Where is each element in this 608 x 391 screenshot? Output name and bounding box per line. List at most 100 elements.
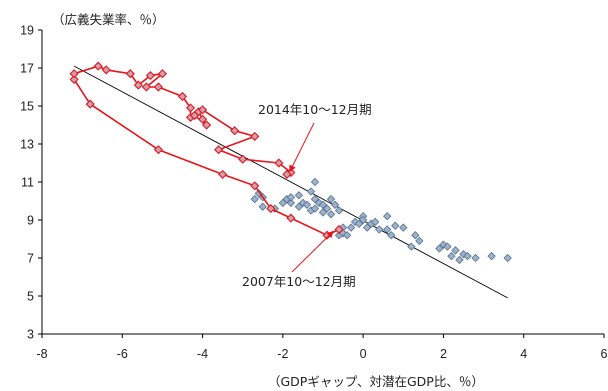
path-point: [250, 181, 260, 191]
scatter-point: [407, 242, 416, 251]
y-tick-label: 9: [27, 214, 34, 228]
scatter-point: [455, 255, 464, 265]
path-point: [214, 145, 224, 155]
scatter-point: [346, 223, 356, 232]
y-tick-label: 11: [21, 176, 34, 190]
path-point: [230, 126, 240, 136]
scatter-point: [399, 223, 408, 232]
x-tick-label: 6: [601, 347, 608, 361]
scatter-point: [358, 215, 368, 225]
scatter-point: [310, 204, 320, 213]
scatter-point: [326, 194, 336, 204]
scatter-point: [302, 200, 312, 209]
scatter-point: [362, 223, 372, 232]
path-point: [153, 82, 163, 92]
path-point: [93, 61, 103, 71]
ticks: 3 5 7 9 11 13 15 17 19 -8 -6 -4 -2 0 2 4 6: [20, 24, 607, 362]
scatter-point: [354, 219, 364, 228]
scatter-point: [375, 225, 384, 234]
scatter-point: [294, 202, 304, 211]
path-point: [286, 213, 296, 223]
path-point: [334, 224, 344, 235]
trend-line: [73, 65, 508, 299]
x-tick-label: 2: [440, 347, 447, 361]
x-axis-label: （GDPギャップ、対潜在GDP比、％）: [268, 374, 484, 389]
path-point: [189, 110, 200, 121]
path-point: [197, 105, 208, 115]
scatter-point: [371, 217, 380, 227]
y-tick-label: 15: [20, 100, 34, 114]
path-point: [69, 74, 79, 84]
scatter-point: [447, 251, 456, 261]
scatter-point: [415, 236, 424, 246]
path-point: [133, 80, 143, 90]
annotation-2014q4-arrow: [289, 122, 315, 173]
path-point: [238, 154, 248, 164]
scatter-point: [503, 253, 512, 263]
scatter-point: [318, 200, 328, 209]
path-point: [274, 158, 284, 168]
scatter-point: [278, 198, 288, 208]
y-tick-label: 5: [27, 290, 34, 304]
scatter-point: [342, 231, 352, 240]
scatter-point: [298, 198, 308, 208]
scatter-point: [383, 225, 392, 234]
path-point: [202, 120, 212, 130]
scatter-point: [258, 202, 267, 211]
scatter-point: [306, 187, 316, 196]
scatter-point: [318, 208, 328, 217]
path-point: [153, 145, 163, 155]
scatter-point: [294, 191, 304, 200]
scatter-point: [314, 198, 324, 208]
scatter-point: [326, 210, 336, 219]
scatter-point: [411, 231, 420, 240]
scatter-point: [286, 198, 296, 208]
x-tick-label: -8: [36, 347, 47, 361]
y-tick-label: 7: [27, 252, 34, 266]
scatter-point: [443, 242, 452, 251]
annotation-2014q4: 2014年10〜12月期: [258, 102, 372, 117]
scatter-point: [487, 251, 496, 261]
path-point: [125, 69, 135, 79]
scatter-series: [250, 177, 512, 265]
path-point: [185, 103, 196, 113]
path-point: [69, 69, 79, 79]
scatter-point: [286, 193, 296, 202]
path-point: [197, 114, 208, 124]
path-point: [141, 82, 151, 92]
path-point: [250, 131, 260, 141]
scatter-point: [451, 246, 460, 255]
scatter-point: [463, 251, 472, 261]
scatter-point: [471, 253, 480, 263]
scatter-point: [250, 194, 259, 204]
path-point: [101, 65, 111, 75]
x-tick-label: -2: [277, 347, 288, 361]
x-tick-label: -4: [197, 347, 208, 361]
scatter-point: [387, 231, 396, 240]
y-tick-label: 3: [27, 328, 34, 342]
path-point: [177, 91, 188, 102]
scatter-point: [330, 200, 340, 209]
scatter-point: [439, 240, 448, 249]
x-tick-label: 4: [520, 347, 527, 361]
scatter-point: [435, 244, 444, 253]
path-point: [266, 204, 276, 214]
x-tick-label: -6: [117, 347, 128, 361]
annotation-2007q4: 2007年10〜12月期: [242, 274, 356, 289]
y-axis-label: （広義失業率、％）: [52, 12, 165, 27]
path-point: [85, 99, 95, 109]
y-tick-label: 17: [20, 62, 34, 76]
annotation-2007q4-arrow: [291, 230, 334, 273]
x-tick-label: 0: [360, 347, 367, 361]
trend-line-group: [73, 65, 508, 299]
y-tick-label: 13: [20, 138, 34, 152]
path-point: [282, 169, 292, 179]
annotations: 2014年10〜12月期 2007年10〜12月期: [242, 102, 372, 289]
path-point: [157, 69, 168, 79]
scatter-point: [322, 204, 332, 213]
path-point: [145, 71, 155, 81]
scatter-point: [310, 177, 320, 187]
scatter-point: [334, 206, 344, 215]
scatter-point: [383, 212, 392, 221]
